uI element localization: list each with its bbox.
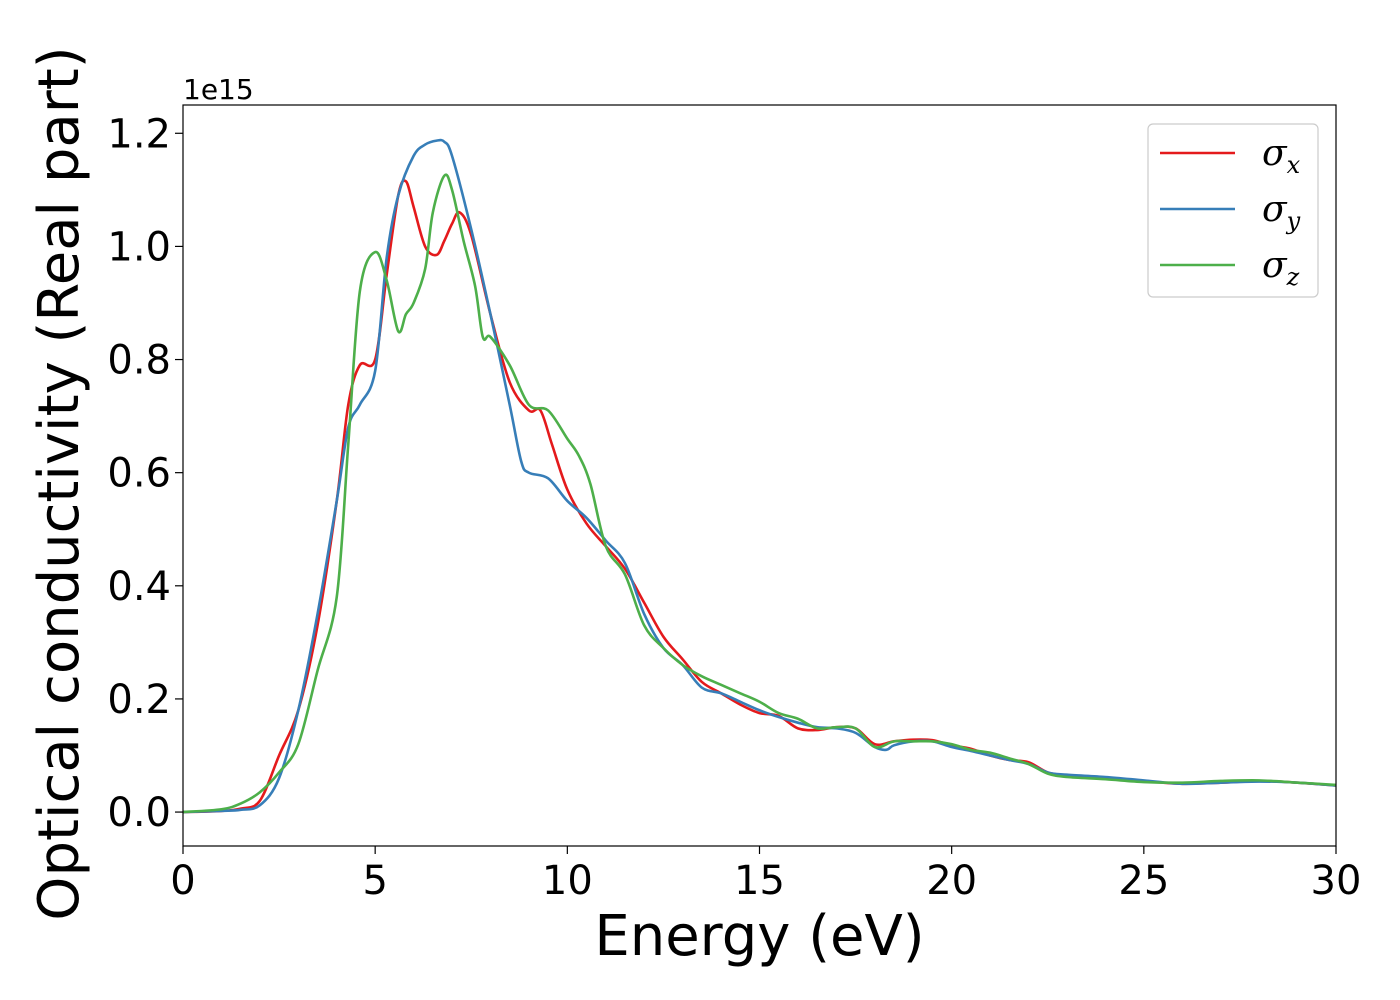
- x-axis-title: Energy (eV): [594, 904, 924, 969]
- y-offset-label: 1e15: [183, 73, 254, 106]
- x-tick-label: 20: [926, 858, 977, 904]
- y-tick-label: 0.8: [107, 338, 171, 384]
- x-tick-label: 15: [734, 858, 785, 904]
- y-tick-label: 0.2: [107, 677, 171, 723]
- legend-label-y: σy: [1262, 189, 1301, 235]
- x-tick-label: 0: [170, 858, 195, 904]
- x-tick-label: 25: [1118, 858, 1169, 904]
- y-tick-label: 1.2: [107, 111, 171, 157]
- legend-box: [1147, 123, 1319, 298]
- x-axis: 0 5 10 15 20 25 30: [170, 846, 1361, 904]
- y-axis: 0.0 0.2 0.4 0.6 0.8 1.0 1.2: [107, 111, 183, 836]
- y-tick-label: 0.6: [107, 451, 171, 497]
- series-line-y: [183, 138, 1336, 814]
- legend: σx σy σz: [1147, 123, 1319, 298]
- x-tick-label: 5: [362, 858, 387, 904]
- legend-label-z: σz: [1262, 245, 1300, 291]
- y-tick-label: 1.0: [107, 224, 171, 270]
- legend-label-x: σx: [1262, 133, 1301, 179]
- y-axis-title: Optical conductivity (Real part): [27, 46, 92, 920]
- x-tick-label: 10: [542, 858, 593, 904]
- series-line-z: [183, 173, 1336, 814]
- series-lines: [183, 138, 1336, 814]
- y-tick-label: 0.0: [107, 790, 171, 836]
- x-tick-label: 30: [1311, 858, 1362, 904]
- y-tick-label: 0.4: [107, 564, 171, 610]
